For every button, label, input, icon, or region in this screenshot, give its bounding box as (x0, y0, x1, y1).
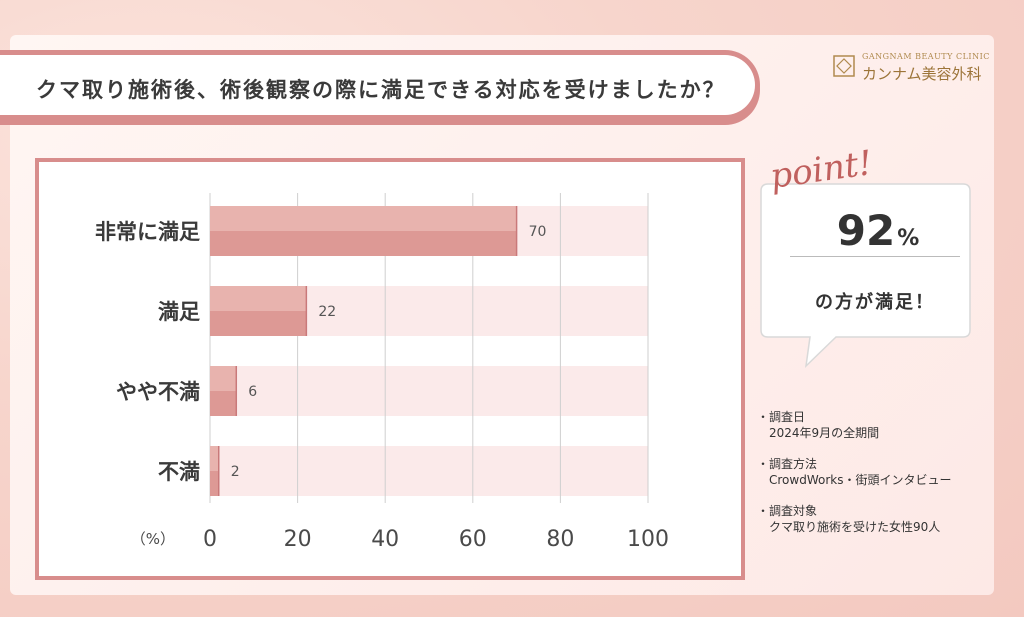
note-label: 調査方法 (769, 457, 818, 471)
percent-value: 92 (836, 206, 896, 255)
note-value: クマ取り施術を受けた女性90人 (769, 520, 941, 534)
note-survey-method: ・調査方法 CrowdWorks・街頭インタビュー (757, 455, 951, 489)
page-title: クマ取り施術後、術後観察の際に満足できる対応を受けましたか？ (36, 78, 726, 102)
bar-top (210, 206, 517, 231)
bar (210, 311, 307, 336)
note-value: CrowdWorks・街頭インタビュー (769, 473, 952, 487)
speech-bubble (760, 183, 971, 369)
tick-label: 100 (627, 527, 669, 552)
callout-text: の方が満足！ (815, 292, 935, 313)
bar-top (210, 446, 219, 471)
survey-notes: ・調査日 2024年9月の全期間 ・調査方法 CrowdWorks・街頭インタビ… (757, 408, 951, 549)
bar (210, 471, 219, 496)
bullet: ・ (757, 504, 770, 518)
tick-label: 0 (203, 527, 217, 552)
note-label: 調査日 (769, 410, 806, 424)
category-label: 非常に満足 (95, 220, 200, 244)
note-label: 調査対象 (769, 504, 818, 518)
bullet: ・ (757, 457, 770, 471)
tick-label: 40 (371, 527, 399, 552)
note-value: 2024年9月の全期間 (769, 426, 880, 440)
logo-mark-icon (833, 55, 855, 77)
bubble-divider (790, 256, 960, 257)
note-survey-target: ・調査対象 クマ取り施術を受けた女性90人 (757, 502, 951, 536)
category-label: 不満 (158, 460, 200, 484)
bar (210, 391, 237, 416)
bar-top (210, 286, 307, 311)
clinic-logo: GANGNAM BEAUTY CLINIC カンナム美容外科 (832, 52, 989, 86)
bar (210, 231, 517, 256)
tick-label: 20 (284, 527, 312, 552)
bar-top (210, 366, 237, 391)
tick-label: 60 (459, 527, 487, 552)
bar-track (210, 446, 648, 496)
category-label: やや不満 (116, 380, 200, 404)
value-label: 22 (318, 304, 336, 320)
satisfaction-percent: 92% (818, 206, 938, 255)
axis-unit-label: （%） (131, 530, 175, 548)
bar-track (210, 366, 648, 416)
percent-unit: % (897, 226, 920, 251)
logo-english: GANGNAM BEAUTY CLINIC (862, 52, 990, 61)
tick-label: 80 (546, 527, 574, 552)
value-label: 70 (529, 224, 547, 240)
title-banner (0, 50, 760, 120)
category-label: 満足 (158, 300, 200, 324)
value-label: 2 (231, 464, 240, 480)
bullet: ・ (757, 410, 770, 424)
note-survey-date: ・調査日 2024年9月の全期間 (757, 408, 951, 442)
value-label: 6 (248, 384, 257, 400)
logo-japanese: カンナム美容外科 (862, 65, 982, 83)
